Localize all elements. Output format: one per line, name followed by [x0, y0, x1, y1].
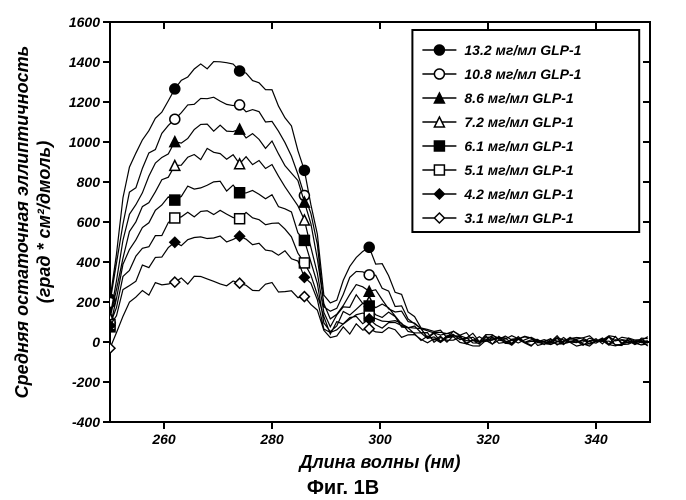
x-tick-label: 340 [584, 431, 608, 447]
y-tick-label: -200 [72, 374, 100, 390]
chart-container: 260 280 300 320 340 -400 -200 0 200 400 600 800 1000… [0, 0, 686, 500]
x-tick-label: 260 [151, 431, 176, 447]
legend-label: 8.6 мг/мл GLP-1 [464, 90, 573, 106]
figure-caption: Фиг. 1В [307, 477, 379, 499]
legend-label: 7.2 мг/мл GLP-1 [464, 114, 573, 130]
spectra-chart: 260 280 300 320 340 -400 -200 0 200 400 600 800 1000… [0, 0, 686, 500]
x-tick-label: 300 [368, 431, 392, 447]
legend: 13.2 мг/мл GLP-1 10.8 мг/мл GLP-1 8.6 мг/м… [412, 30, 639, 232]
y-tick-label: 800 [77, 174, 101, 190]
y-tick-label: 200 [76, 294, 101, 310]
legend-label: 13.2 мг/мл GLP-1 [464, 42, 581, 58]
x-tick-label: 320 [476, 431, 500, 447]
y-tick-label: -400 [72, 414, 100, 430]
legend-label: 4.2 мг/мл GLP-1 [463, 186, 573, 202]
legend-label: 10.8 мг/мл GLP-1 [464, 66, 581, 82]
y-tick-label: 1200 [69, 94, 100, 110]
x-axis-label: Длина волны (нм) [297, 452, 460, 472]
y-tick-label: 600 [77, 214, 101, 230]
y-tick-label: 400 [76, 254, 101, 270]
legend-label: 6.1 мг/мл GLP-1 [464, 138, 573, 154]
legend-label: 5.1 мг/мл GLP-1 [464, 162, 573, 178]
y-tick-label: 1600 [69, 14, 100, 30]
x-tick-label: 280 [259, 431, 284, 447]
y-tick-label: 1000 [69, 134, 100, 150]
y-tick-label: 1400 [69, 54, 100, 70]
y-tick-label: 0 [92, 334, 100, 350]
legend-label: 3.1 мг/мл GLP-1 [464, 210, 573, 226]
